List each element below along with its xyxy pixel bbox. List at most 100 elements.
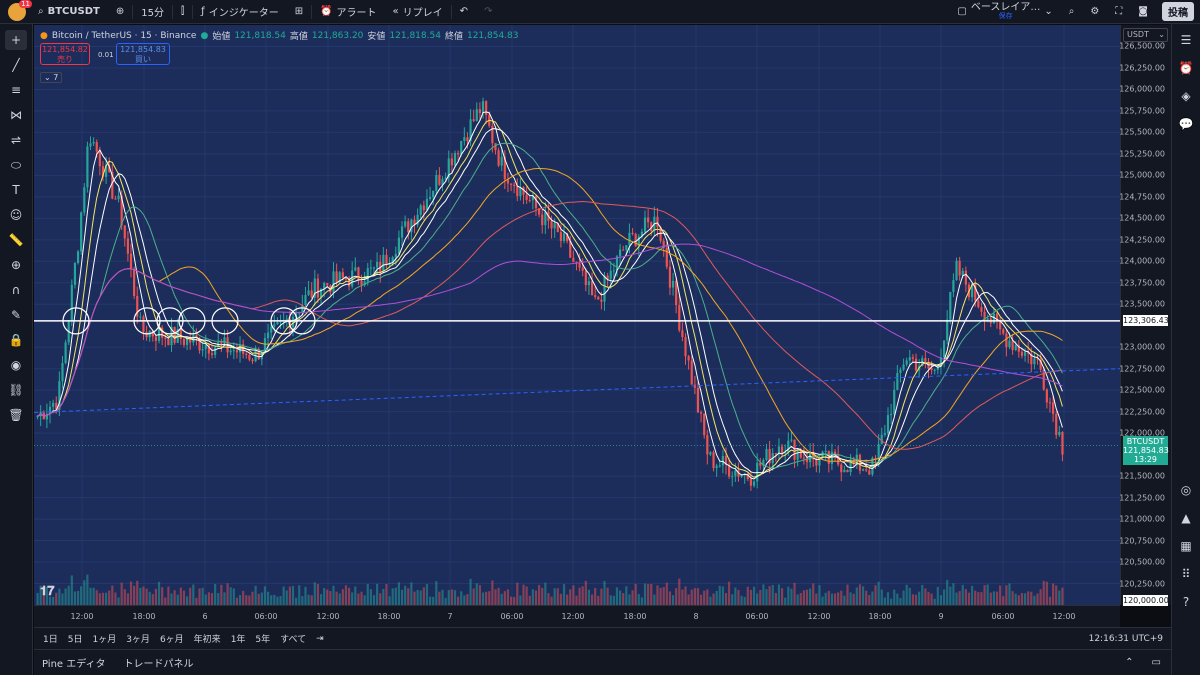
currency-select[interactable]: USDT ⌄	[1123, 28, 1168, 42]
trade-panel-tab[interactable]: トレードパネル	[123, 659, 194, 670]
layout-button[interactable]: ▢ ベースレイア… 保存 ⌄	[949, 0, 1060, 24]
ruler-icon[interactable]: 📏	[8, 233, 24, 247]
magnet-icon[interactable]: ∩	[11, 283, 21, 297]
volume-bar	[890, 598, 893, 605]
range-button[interactable]: すべて	[280, 635, 307, 645]
trendline-icon[interactable]: ╱	[12, 58, 20, 72]
candle-body	[818, 457, 821, 466]
range-button[interactable]: 3ヶ月	[126, 635, 150, 645]
redo-button[interactable]: ↷	[476, 0, 500, 24]
range-button[interactable]: 1年	[230, 635, 246, 645]
tradingview-logo[interactable]: 𝟏𝟕	[40, 584, 55, 599]
candle-body	[354, 267, 357, 271]
candle-body	[319, 288, 323, 298]
range-button[interactable]: 6ヶ月	[159, 635, 184, 645]
replay-button[interactable]: «リプレイ	[385, 0, 451, 24]
zoom-in-icon[interactable]: ⊕	[10, 258, 22, 272]
compare-button[interactable]: ⊕	[108, 0, 132, 24]
candle-body	[400, 226, 404, 238]
post-button[interactable]: 投稿	[1162, 2, 1194, 21]
quick-search-button[interactable]: ⌕	[1061, 0, 1083, 24]
goto-date-icon[interactable]: ⇥	[316, 633, 324, 644]
volume-bar	[416, 589, 419, 605]
trash-icon[interactable]: 🗑	[8, 408, 24, 422]
text-icon[interactable]: T	[12, 183, 20, 197]
snapshot-button[interactable]: ◙	[1130, 0, 1156, 24]
price-axis[interactable]: USDT ⌄ 126,500.00 126,250.00 126,000.00 125…	[1119, 25, 1171, 606]
volume-bar	[460, 591, 463, 605]
volume-bar	[690, 589, 693, 605]
apps-icon[interactable]: ⠿	[1181, 567, 1191, 581]
eye-icon[interactable]: ◉	[10, 358, 22, 372]
indicators-button[interactable]: ƒ インジケーター	[193, 0, 287, 24]
order-qty[interactable]: 0.01	[98, 51, 114, 59]
interval-button[interactable]: 15分	[133, 0, 172, 24]
buy-button[interactable]: 121,854.83 買い	[116, 43, 170, 65]
volume-bar	[899, 598, 902, 605]
candle-body	[466, 137, 469, 142]
time-tick: 18:00	[132, 612, 156, 621]
time-axis[interactable]: 12:00 18:00 6 06:00 12:00 18:00 7 06:00 12:00 18:…	[34, 605, 1120, 627]
pine-editor-tab[interactable]: Pine エディタ	[42, 659, 106, 670]
candle-body	[699, 412, 703, 414]
candle-body	[145, 331, 148, 338]
user-avatar[interactable]: 11	[8, 0, 32, 21]
volume-bar	[58, 588, 61, 605]
pattern-icon[interactable]: ⋈	[10, 108, 22, 122]
bottom-price: 120,000.00	[1123, 596, 1169, 605]
volume-bar	[840, 590, 843, 605]
volume-bar	[858, 584, 862, 605]
candle-body	[254, 349, 257, 362]
sell-button[interactable]: 121,854.82 売り	[40, 43, 90, 65]
fullscreen-button[interactable]: ⛶	[1107, 0, 1130, 24]
alert-button[interactable]: ⏰ アラート	[312, 0, 384, 24]
templates-button[interactable]: ⊞	[287, 0, 311, 24]
candle-body	[120, 195, 123, 226]
alarm-icon[interactable]: ⏰	[1178, 61, 1194, 75]
link-icon[interactable]: ⛓	[8, 383, 24, 397]
candle-body	[656, 216, 659, 228]
range-button[interactable]: 5年	[255, 635, 271, 645]
price-chart-svg[interactable]	[34, 25, 1120, 605]
position-icon[interactable]: ⇌	[10, 133, 22, 147]
watchlist-icon[interactable]: ☰	[1180, 33, 1192, 47]
range-button[interactable]: 年初来	[193, 635, 221, 645]
clock[interactable]: 12:16:31 UTC+9	[1088, 633, 1163, 644]
layers-icon[interactable]: ◈	[1181, 89, 1191, 103]
undo-button[interactable]: ↶	[452, 0, 476, 24]
collapse-icon[interactable]: ⌃	[1125, 657, 1134, 668]
range-button[interactable]: 1日	[43, 635, 58, 645]
shape-icon[interactable]: ⬭	[10, 157, 22, 172]
chart-type-button[interactable]: ⫿	[173, 0, 192, 24]
chat-icon[interactable]: 💬	[1178, 117, 1194, 131]
emoji-icon[interactable]: ☺	[9, 208, 23, 222]
lock-drawing-icon[interactable]: ✎	[10, 308, 22, 322]
indicators-collapse-button[interactable]: ⌄ 7	[40, 72, 63, 83]
redo-icon: ↷	[484, 6, 493, 17]
maximize-icon[interactable]: ▭	[1151, 657, 1161, 668]
volume-bar	[182, 590, 186, 605]
symbol-search-button[interactable]: ⌕ BTCUSDT	[30, 0, 108, 24]
crosshair-icon[interactable]: +	[5, 30, 27, 50]
rocket-icon[interactable]: ▲	[1181, 511, 1191, 525]
target-icon[interactable]: ◎	[1180, 483, 1192, 497]
candle-body	[837, 455, 840, 465]
volume-bar	[921, 584, 924, 605]
chart-pane[interactable]: ● Bitcoin / TetherUS · 15 · Binance ● 始値…	[34, 25, 1120, 605]
range-button[interactable]: 1ヶ月	[92, 635, 117, 645]
volume-bar	[382, 588, 385, 605]
candle-body	[245, 353, 248, 355]
volume-bar	[154, 588, 158, 605]
lock-icon[interactable]: 🔒	[8, 333, 24, 347]
candle-body	[391, 257, 394, 264]
ma-line	[37, 111, 1063, 480]
help-icon[interactable]: ?	[1182, 595, 1190, 609]
range-button[interactable]: 5日	[67, 635, 83, 645]
volume-bar	[503, 591, 506, 605]
fib-icon[interactable]: ≡	[10, 83, 22, 97]
calendar-icon[interactable]: ▦	[1180, 539, 1192, 553]
settings-button[interactable]: ⚙	[1082, 0, 1107, 24]
candle-body	[980, 307, 983, 312]
candle-body	[675, 280, 678, 306]
volume-bar	[220, 584, 223, 605]
